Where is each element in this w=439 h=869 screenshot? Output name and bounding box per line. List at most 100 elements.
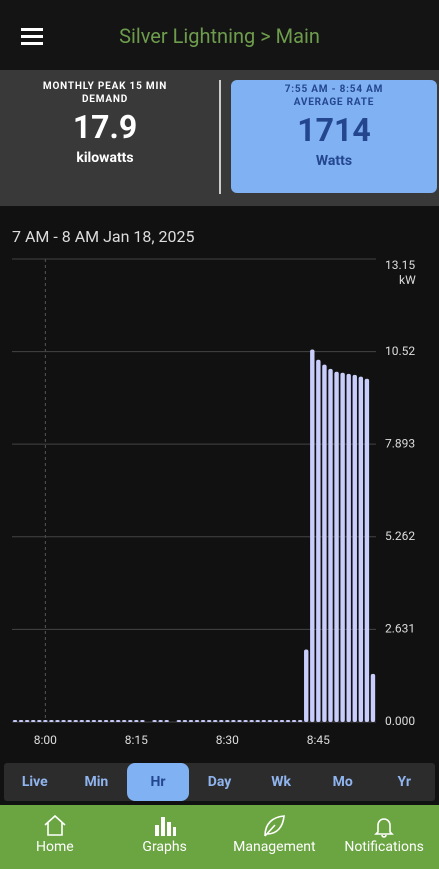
bar [206, 719, 212, 722]
bar [67, 719, 72, 722]
bar [194, 719, 200, 722]
bar [188, 719, 194, 722]
bar [134, 719, 139, 722]
app-bar: Silver Lightning > Main [0, 0, 439, 70]
nav-label: Notifications [344, 839, 424, 855]
bar [273, 719, 279, 722]
bar [370, 673, 376, 722]
bar [200, 719, 206, 722]
y-tick-label: 13.15 [385, 258, 415, 272]
bar [364, 378, 370, 722]
bar [297, 719, 303, 722]
bar [158, 719, 163, 722]
card-value: 17.9 [72, 108, 138, 146]
bar [291, 719, 297, 722]
y-tick-label: 0.000 [385, 714, 415, 728]
bar [85, 719, 91, 722]
chart: 7 AM - 8 AM Jan 18, 2025 0.000 2.631 5.262… [12, 227, 416, 747]
bar [213, 719, 218, 722]
bar [261, 719, 266, 722]
bar [176, 719, 182, 722]
bar [37, 719, 42, 722]
bar [267, 719, 273, 722]
bar [128, 719, 133, 722]
bar [115, 719, 121, 722]
bar [61, 719, 66, 722]
x-tick-label: 8:00 [34, 733, 57, 747]
bar [219, 719, 224, 722]
nav-icon [374, 818, 395, 838]
card-value: 1714 [297, 111, 371, 149]
bar [340, 372, 345, 722]
card-label: AVERAGE RATE [293, 97, 375, 108]
card-time: 7:55 AM - 8:54 AM [284, 84, 384, 95]
bar [285, 719, 291, 722]
nav-label: Home [36, 839, 74, 855]
bar [12, 719, 18, 722]
bar [97, 719, 103, 722]
nav-item[interactable]: Home [0, 805, 110, 869]
chart-title: 7 AM - 8 AM Jan 18, 2025 [12, 227, 194, 246]
nav-item[interactable]: Notifications [329, 805, 439, 869]
bar [24, 719, 30, 722]
bar [164, 719, 169, 722]
range-tab[interactable]: Hr [127, 763, 189, 801]
range-tab[interactable]: Wk [271, 774, 291, 790]
bar [316, 359, 321, 722]
divider [219, 80, 221, 194]
bar [225, 719, 230, 722]
nav-icon [154, 817, 176, 836]
bar [231, 719, 236, 722]
bar [279, 719, 285, 722]
y-tick-label: 5.262 [385, 529, 415, 543]
bar [249, 719, 254, 722]
range-tab[interactable]: Min [84, 774, 109, 790]
x-tick-label: 8:15 [125, 733, 148, 747]
card-unit: Watts [315, 153, 353, 169]
bar [49, 719, 54, 722]
rate-card: 7:55 AM - 8:54 AM AVERAGE RATE 1714 Watt… [231, 80, 437, 193]
bar [334, 371, 339, 722]
range-tab[interactable]: Mo [332, 774, 353, 790]
range-tab[interactable]: Day [207, 774, 232, 790]
bar [140, 719, 145, 722]
nav-item[interactable]: Management [220, 805, 330, 869]
card-label: MONTHLY PEAK 15 MIN DEMAND [42, 81, 168, 105]
x-tick-label: 8:30 [216, 733, 239, 747]
bar [79, 719, 84, 722]
bar [182, 719, 188, 722]
y-tick-label: 7.893 [385, 436, 415, 450]
nav-icon [264, 815, 286, 837]
y-tick-label: 2.631 [385, 622, 415, 636]
nav-icon [44, 814, 66, 836]
x-tick-label: 8:45 [307, 733, 330, 747]
y-unit: kW [399, 273, 416, 287]
nav-label: Graphs [142, 839, 187, 855]
bar [122, 719, 127, 722]
menu-button[interactable] [21, 28, 43, 45]
bar [31, 719, 36, 722]
peak-card: MONTHLY PEAK 15 MIN DEMAND 17.9 kilowatt… [40, 80, 170, 193]
bar [152, 719, 157, 722]
bar [55, 719, 60, 722]
bar [237, 719, 242, 722]
app-title: Silver Lightning > Main [119, 24, 320, 48]
range-tab[interactable]: Live [21, 774, 48, 790]
bar [73, 719, 78, 722]
nav-item[interactable]: Graphs [110, 805, 220, 869]
bar [243, 719, 248, 722]
bar [91, 719, 97, 722]
range-tab[interactable]: Yr [397, 774, 412, 790]
bar [328, 368, 333, 722]
bar [358, 376, 364, 722]
range-tabs: Live Min Hr Day Wk Mo Yr [4, 763, 435, 801]
y-tick-label: 10.52 [385, 344, 415, 358]
bar [103, 719, 109, 722]
bar [310, 349, 315, 722]
bar [352, 374, 357, 722]
bar [109, 719, 115, 722]
bottom-nav: Home Graphs Management Notifications [0, 805, 439, 869]
bar [322, 364, 327, 722]
bar [43, 719, 48, 722]
